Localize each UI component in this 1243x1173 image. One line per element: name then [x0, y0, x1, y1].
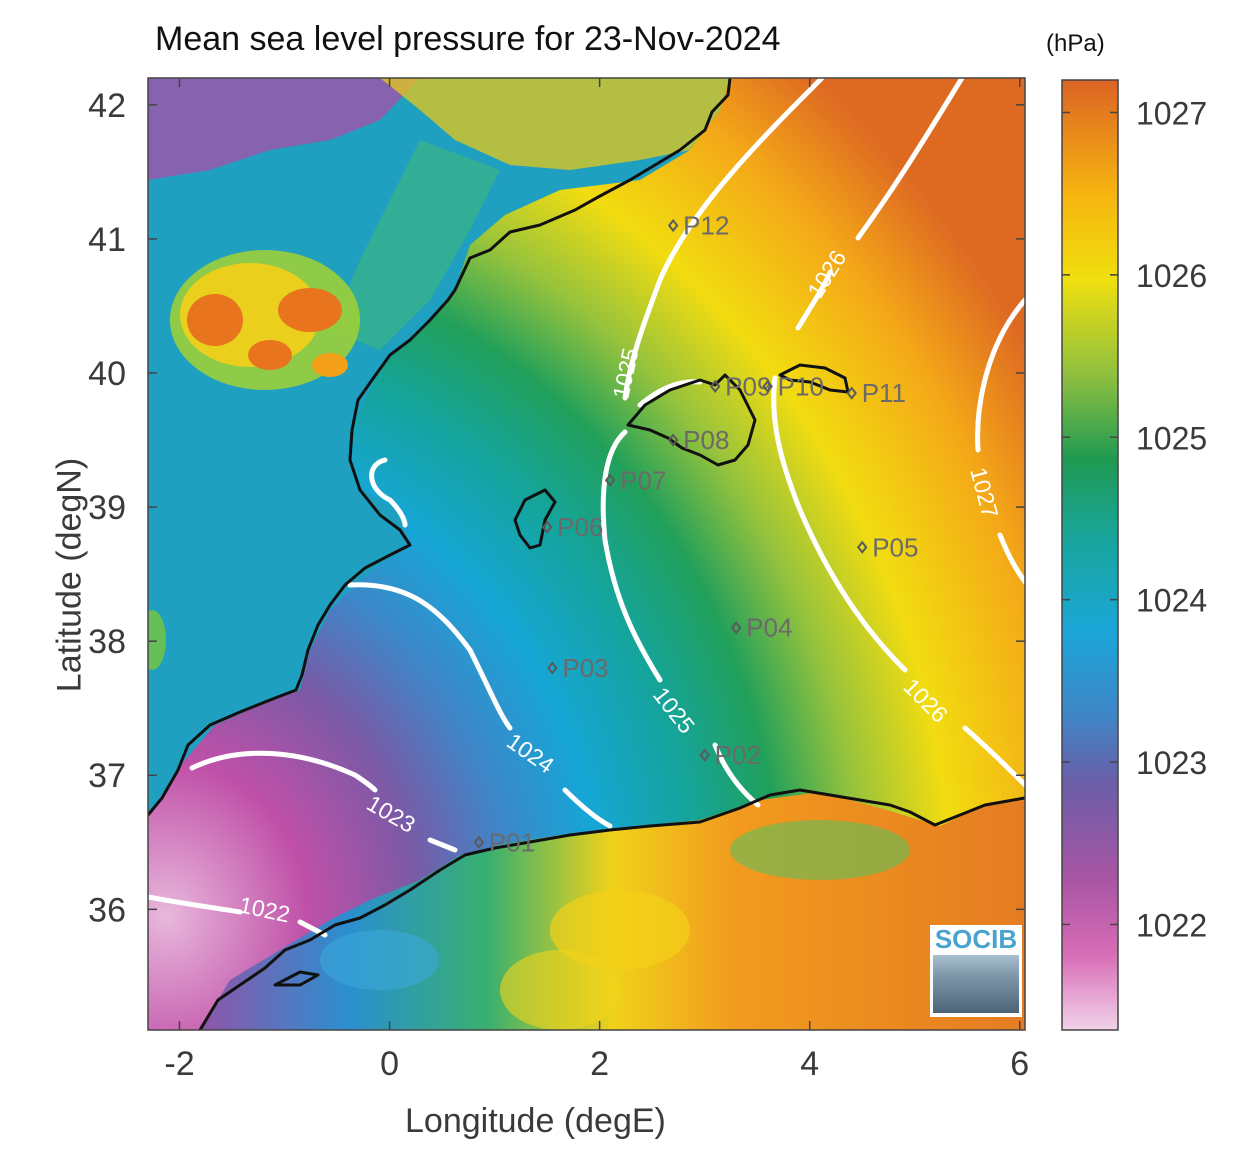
- x-tick-label: 6: [1010, 1045, 1029, 1083]
- station-label: P02: [715, 740, 761, 770]
- iberia-green-band: [330, 140, 500, 350]
- coast-africa: [198, 788, 1025, 1030]
- iberia-north-purple: [148, 78, 420, 180]
- station-label: P12: [683, 210, 729, 240]
- contour-1022: [148, 894, 243, 915]
- x-tick-label: 2: [590, 1045, 609, 1083]
- contour-1026-c: [795, 269, 833, 331]
- chart-title: Mean sea level pressure for 23-Nov-2024: [155, 20, 781, 58]
- station-marker: [604, 473, 616, 487]
- station-marker: [699, 748, 710, 762]
- logo-wave-graphic: [933, 955, 1019, 1013]
- y-tick-label: 37: [88, 757, 126, 795]
- x-tick-label: -2: [164, 1045, 194, 1083]
- map-plot-area: 1022 1023 1024 1025 1025 1026 1026 1027 …: [148, 78, 1025, 1030]
- y-axis-label: Latitude (degN): [50, 457, 89, 693]
- station-marker: [667, 218, 679, 233]
- coast-iberia: [148, 78, 732, 816]
- station-marker: [709, 379, 721, 393]
- station-label: P10: [778, 371, 824, 401]
- contour-1026-d: [855, 78, 965, 241]
- station-label: P11: [862, 378, 906, 408]
- station-label: P06: [557, 512, 603, 542]
- colorbar-tick-label: 1024: [1136, 583, 1207, 619]
- contour-1025-c: [622, 78, 825, 401]
- station-marker: [856, 540, 868, 554]
- y-tick-label: 38: [88, 623, 126, 661]
- contour-1027: [975, 297, 1025, 453]
- contour-1026: [771, 375, 908, 673]
- y-tick-label: 41: [88, 221, 126, 259]
- station-label: P08: [683, 425, 729, 455]
- x-tick-label: 4: [800, 1045, 819, 1083]
- station-label: P01: [489, 827, 535, 857]
- colorbar: [1061, 79, 1119, 1031]
- x-tick-label: 0: [380, 1045, 399, 1083]
- y-tick-label: 39: [88, 489, 126, 527]
- contour-1027-b: [997, 532, 1025, 585]
- contour-1023-b: [427, 837, 458, 853]
- station-label: P03: [562, 653, 608, 683]
- colorbar-tick-label: 1025: [1136, 420, 1207, 456]
- coast-alboran: [273, 970, 320, 987]
- x-axis-ticks: -2 0 2 4 6: [164, 78, 1029, 1083]
- y-tick-label: 40: [88, 355, 126, 393]
- contour-1025-b: [712, 742, 761, 808]
- colorbar-tick-label: 1022: [1136, 907, 1207, 943]
- contour-1024: [347, 582, 513, 731]
- colorbar-tick-label: 1026: [1136, 258, 1207, 294]
- station-label: P05: [872, 532, 918, 562]
- logo-text: SOCIB: [934, 924, 1018, 954]
- contour-1025: [600, 429, 663, 683]
- station-marker: [547, 661, 558, 675]
- contour-1024-c: [369, 457, 408, 528]
- plot-frame: [147, 77, 1026, 1031]
- station-marker: [846, 386, 857, 400]
- coast-ibiza: [513, 488, 557, 550]
- station-label: P04: [746, 613, 792, 643]
- colorbar-unit: (hPa): [1046, 30, 1105, 57]
- station-marker: [730, 621, 742, 635]
- colorbar-tick-label: 1023: [1136, 745, 1207, 781]
- station-marker: [473, 835, 485, 849]
- contour-1024-b: [562, 787, 613, 829]
- station-marker: [541, 520, 553, 534]
- y-tick-label: 36: [88, 891, 126, 929]
- colorbar-ticks: 1022 1023 1024 1025 1026 1027: [1062, 95, 1207, 943]
- x-axis-label: Longitude (degE): [405, 1102, 666, 1140]
- y-axis-ticks: 36 37 38 39 40 41 42: [88, 87, 1025, 929]
- station-marker: [667, 433, 679, 447]
- y-tick-label: 42: [88, 87, 126, 125]
- station-marker: [762, 379, 773, 393]
- iberia-northeast-yellow: [380, 78, 730, 170]
- station-label: P07: [620, 465, 666, 495]
- contour-1023: [189, 750, 378, 793]
- contour-1026-b: [962, 725, 1025, 788]
- socib-logo: SOCIB: [930, 925, 1022, 1017]
- colorbar-tick-label: 1027: [1136, 95, 1207, 131]
